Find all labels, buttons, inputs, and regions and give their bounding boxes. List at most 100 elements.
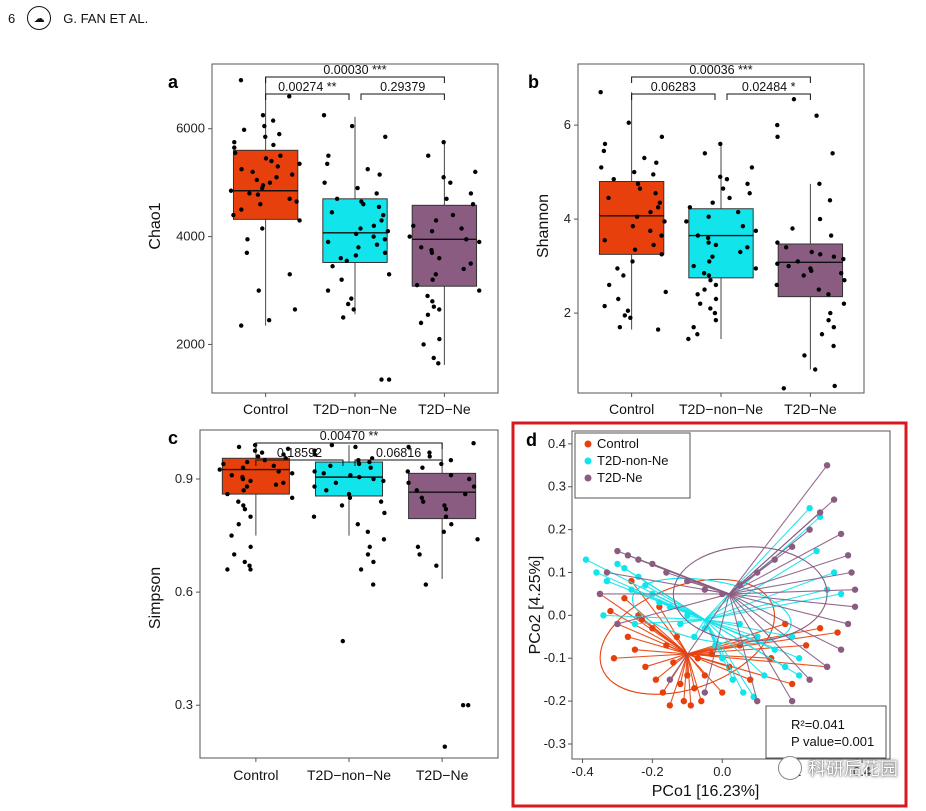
data-point	[289, 471, 295, 476]
spider-line	[666, 644, 688, 655]
spider-line	[704, 619, 765, 676]
data-point	[429, 250, 435, 255]
data-point	[325, 161, 330, 166]
data-point	[330, 264, 335, 269]
data-point	[356, 245, 361, 250]
spider-line	[641, 619, 688, 655]
data-point	[448, 457, 454, 463]
data-point	[329, 442, 335, 448]
spider-line	[686, 653, 702, 702]
data-point	[232, 552, 237, 557]
legend-marker	[584, 440, 592, 448]
data-point	[599, 165, 604, 170]
data-point	[242, 506, 248, 512]
comparison-bracket	[265, 76, 445, 83]
data-point	[602, 303, 607, 309]
data-point	[791, 97, 797, 102]
data-point	[346, 491, 352, 497]
data-point	[826, 292, 831, 297]
data-point	[687, 702, 695, 709]
data-point	[788, 697, 796, 705]
data-point	[340, 638, 346, 644]
data-point	[312, 484, 317, 489]
data-point	[760, 672, 768, 679]
y-axis-title: Simpson	[147, 567, 164, 629]
data-point	[713, 317, 719, 323]
p-value-label: 0.00470 **	[320, 429, 379, 443]
data-point	[239, 207, 244, 212]
spider-line	[652, 593, 706, 621]
data-point	[832, 383, 837, 389]
data-point	[684, 612, 691, 619]
spider-line	[728, 593, 758, 702]
data-point	[831, 254, 837, 259]
data-point	[437, 336, 442, 342]
data-point	[325, 288, 331, 293]
data-point	[701, 672, 708, 679]
x-category-label: T2D−non−Ne	[307, 767, 391, 783]
data-point	[720, 186, 726, 191]
data-point	[802, 642, 810, 649]
data-point	[652, 676, 660, 683]
x-tick-label: 0.4	[853, 764, 871, 779]
data-point	[630, 223, 636, 229]
spider-line	[728, 593, 793, 702]
data-point	[745, 245, 750, 250]
page-number: 6	[8, 10, 16, 26]
data-point	[607, 607, 614, 615]
data-point	[710, 200, 715, 205]
spider-line	[603, 614, 705, 621]
data-point	[659, 233, 664, 238]
confidence-ellipse	[599, 578, 776, 695]
data-point	[381, 537, 387, 542]
data-point	[270, 118, 276, 123]
data-point	[430, 299, 435, 304]
data-point	[601, 148, 607, 154]
data-point	[239, 323, 244, 328]
data-point	[611, 176, 616, 182]
data-point	[448, 473, 454, 478]
data-point	[698, 301, 703, 306]
data-point	[702, 151, 708, 156]
data-point	[414, 282, 420, 288]
data-point	[712, 310, 718, 316]
data-point	[653, 191, 658, 196]
data-point	[625, 308, 631, 313]
data-point	[274, 175, 279, 180]
data-point	[241, 127, 247, 132]
y-tick-label: 2	[564, 305, 571, 320]
data-point	[686, 336, 691, 342]
r-squared-label: R²=0.041	[791, 717, 845, 732]
data-point	[649, 625, 656, 632]
data-point	[616, 296, 621, 302]
data-point	[771, 556, 778, 563]
data-point	[795, 655, 803, 662]
spider-line	[687, 653, 793, 685]
data-point	[229, 473, 234, 478]
data-point	[260, 113, 266, 118]
data-point	[271, 463, 276, 469]
data-point	[673, 633, 681, 641]
data-point	[281, 480, 286, 485]
data-point	[351, 307, 356, 312]
data-point	[691, 633, 698, 641]
data-point	[437, 307, 442, 312]
data-point	[718, 141, 723, 147]
spider-line	[645, 653, 688, 668]
data-point	[795, 259, 800, 264]
data-point	[651, 172, 656, 177]
data-point	[828, 233, 834, 238]
x-category-label: Control	[233, 767, 278, 783]
spider-line	[704, 571, 835, 621]
comparison-bracket	[255, 442, 443, 449]
data-point	[823, 663, 831, 671]
data-point	[297, 218, 302, 223]
y-tick-label: 6	[564, 117, 571, 132]
comparison-bracket	[255, 459, 344, 466]
data-point	[470, 202, 476, 207]
data-point	[376, 204, 382, 210]
data-point	[736, 620, 743, 628]
data-point	[355, 185, 360, 191]
data-point	[379, 218, 384, 223]
data-point	[724, 176, 730, 182]
